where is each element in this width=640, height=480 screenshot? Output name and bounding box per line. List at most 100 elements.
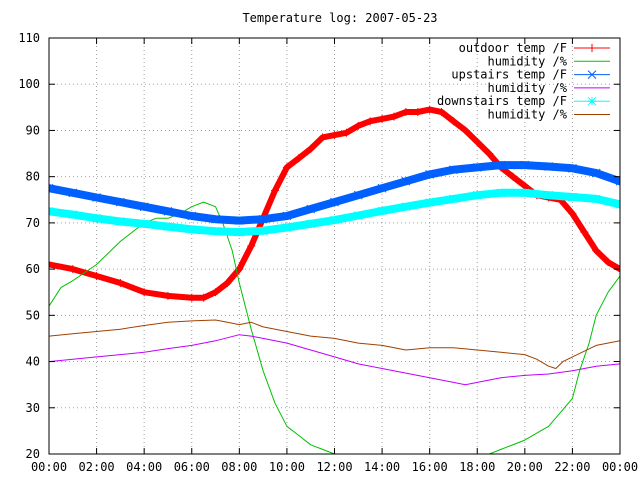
data-point-outdoor-temp-f (437, 107, 446, 116)
data-point-upstairs-temp-f (258, 214, 268, 224)
data-point-downstairs-temp-f (377, 206, 387, 216)
data-point-downstairs-temp-f (211, 226, 220, 236)
legend-label-humidity: humidity /% (488, 108, 568, 122)
data-point-outdoor-temp-f (378, 114, 387, 123)
data-point-outdoor-temp-f (318, 133, 327, 142)
chart-title: Temperature log: 2007-05-23 (242, 11, 437, 25)
data-point-upstairs-temp-f (92, 193, 101, 202)
data-point-upstairs-temp-f (68, 188, 78, 198)
y-tick-label: 30 (26, 401, 40, 415)
data-point-outdoor-temp-f (354, 121, 363, 130)
data-point-upstairs-temp-f (234, 216, 244, 225)
data-point-upstairs-temp-f (377, 183, 387, 193)
data-point-outdoor-temp-f (330, 131, 339, 140)
series-line-humidity (49, 201, 620, 454)
data-point-upstairs-temp-f (425, 170, 435, 179)
x-tick-label: 10:00 (269, 460, 305, 474)
series-line-humidity (49, 334, 620, 386)
data-point-outdoor-temp-f (342, 128, 351, 137)
data-point-downstairs-temp-f (330, 215, 339, 225)
data-point-downstairs-temp-f (353, 211, 363, 220)
data-point-downstairs-temp-f (139, 219, 149, 229)
data-point-outdoor-temp-f (520, 181, 529, 190)
data-point-upstairs-temp-f (472, 163, 482, 172)
legend-marker-downstairs-temp-f (587, 96, 597, 106)
legend-label-downstairs-temp-f: downstairs temp /F (437, 94, 567, 108)
data-point-downstairs-temp-f (116, 217, 125, 226)
y-tick-label: 90 (26, 123, 40, 137)
data-point-downstairs-temp-f (496, 188, 506, 198)
data-point-outdoor-temp-f (271, 186, 280, 195)
x-tick-label: 02:00 (79, 460, 115, 474)
legend-marker-outdoor-temp-f (588, 44, 596, 52)
data-point-upstairs-temp-f (401, 176, 411, 186)
x-tick-label: 00:00 (602, 460, 638, 474)
legend-marker-upstairs-temp-f (587, 70, 597, 79)
data-point-outdoor-temp-f (92, 272, 101, 281)
data-point-downstairs-temp-f (258, 226, 268, 236)
data-point-outdoor-temp-f (223, 278, 232, 287)
data-point-upstairs-temp-f (49, 183, 54, 193)
data-point-upstairs-temp-f (591, 168, 601, 178)
legend-label-outdoor-temp-f: outdoor temp /F (459, 41, 567, 55)
data-point-upstairs-temp-f (496, 160, 506, 170)
data-point-downstairs-temp-f (163, 222, 173, 231)
data-point-outdoor-temp-f (461, 126, 470, 135)
data-point-downstairs-temp-f (568, 192, 577, 202)
y-tick-label: 60 (26, 262, 40, 276)
data-point-outdoor-temp-f (604, 258, 613, 267)
data-point-downstairs-temp-f (401, 202, 411, 212)
x-tick-label: 14:00 (364, 460, 400, 474)
data-point-downstairs-temp-f (306, 219, 316, 229)
data-point-outdoor-temp-f (247, 242, 256, 250)
data-point-downstairs-temp-f (282, 223, 292, 232)
grid-lines (49, 38, 620, 454)
data-point-outdoor-temp-f (306, 144, 315, 153)
data-point-outdoor-temp-f (282, 163, 291, 172)
y-tick-label: 50 (26, 308, 40, 322)
x-tick-label: 18:00 (459, 460, 495, 474)
data-point-upstairs-temp-f (330, 197, 339, 207)
x-tick-label: 22:00 (554, 460, 590, 474)
data-point-upstairs-temp-f (520, 160, 530, 170)
data-point-upstairs-temp-f (306, 204, 316, 214)
data-point-outdoor-temp-f (425, 105, 434, 114)
data-point-downstairs-temp-f (472, 190, 482, 200)
data-point-upstairs-temp-f (211, 214, 220, 224)
legend-label-humidity: humidity /% (488, 54, 568, 68)
data-point-outdoor-temp-f (49, 260, 53, 269)
y-tick-label: 100 (18, 77, 40, 91)
data-point-downstairs-temp-f (68, 210, 78, 219)
y-tick-label: 80 (26, 170, 40, 184)
x-tick-label: 00:00 (31, 460, 67, 474)
series-layer (49, 105, 620, 454)
data-point-downstairs-temp-f (92, 213, 101, 223)
data-point-outdoor-temp-f (163, 291, 172, 300)
data-point-outdoor-temp-f (140, 288, 149, 297)
data-point-outdoor-temp-f (592, 246, 601, 255)
data-point-downstairs-temp-f (520, 188, 530, 198)
data-point-upstairs-temp-f (139, 202, 149, 212)
data-point-outdoor-temp-f (389, 112, 398, 121)
data-point-downstairs-temp-f (591, 194, 601, 204)
data-point-outdoor-temp-f (294, 154, 303, 163)
series-line-humidity (49, 319, 620, 369)
data-point-upstairs-temp-f (353, 190, 363, 200)
data-point-upstairs-temp-f (568, 163, 577, 173)
x-tick-label: 16:00 (412, 460, 448, 474)
data-point-outdoor-temp-f (473, 138, 482, 146)
x-tick-label: 12:00 (316, 460, 352, 474)
data-point-upstairs-temp-f (282, 211, 292, 221)
data-point-upstairs-temp-f (615, 176, 620, 186)
x-tick-label: 04:00 (126, 460, 162, 474)
y-tick-label: 40 (26, 355, 40, 369)
data-point-downstairs-temp-f (449, 194, 458, 204)
data-point-outdoor-temp-f (508, 172, 517, 181)
y-tick-label: 20 (26, 447, 40, 461)
data-point-outdoor-temp-f (116, 278, 125, 287)
data-point-outdoor-temp-f (568, 209, 577, 218)
x-tick-label: 20:00 (507, 460, 543, 474)
x-tick-label: 06:00 (174, 460, 210, 474)
data-point-outdoor-temp-f (485, 149, 494, 158)
x-tick-label: 08:00 (221, 460, 257, 474)
